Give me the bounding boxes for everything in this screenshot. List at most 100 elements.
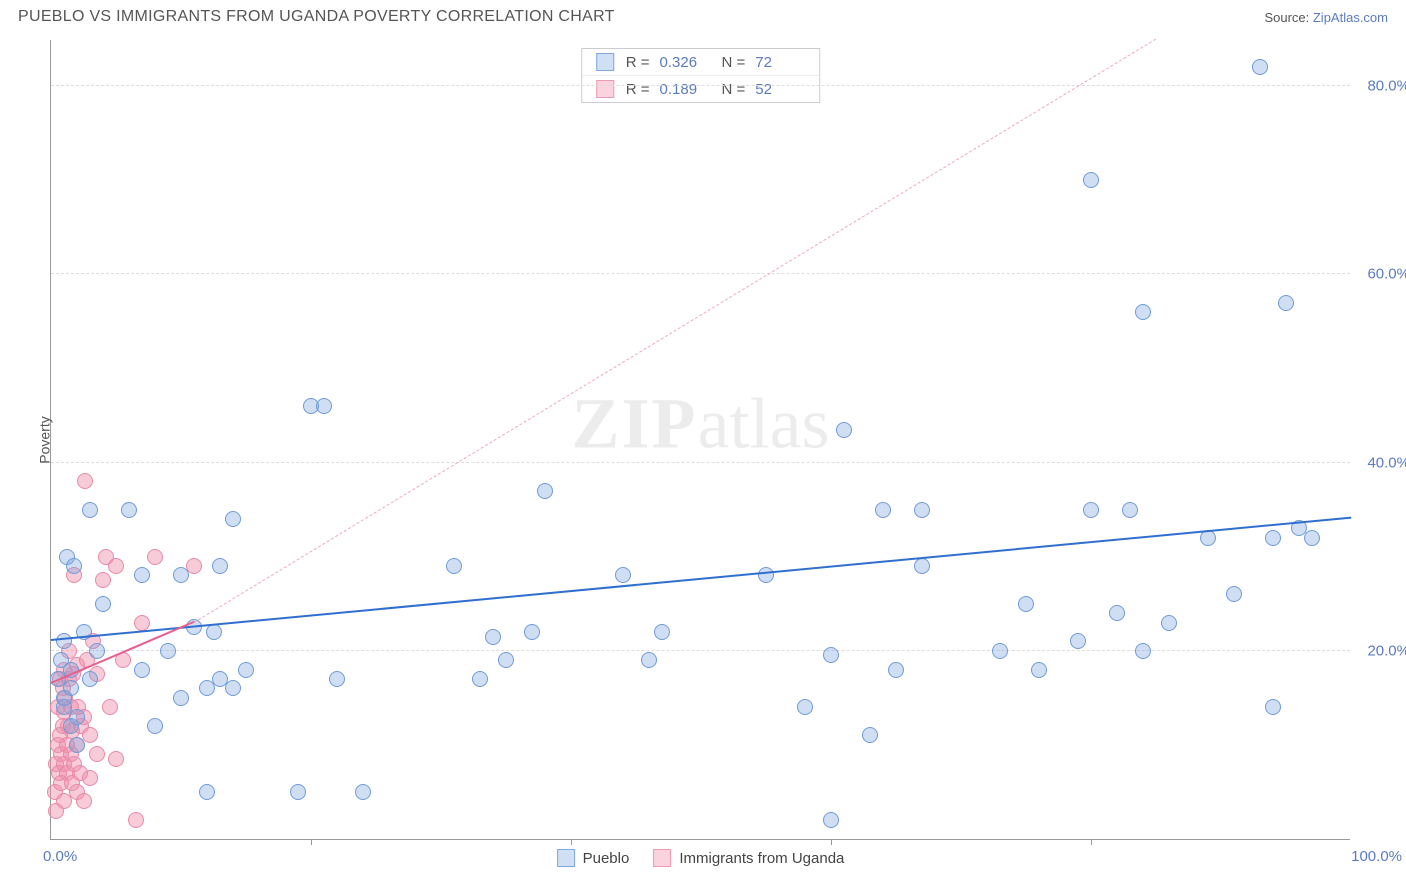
- data-point-pueblo: [134, 662, 150, 678]
- data-point-pueblo: [238, 662, 254, 678]
- data-point-uganda: [102, 699, 118, 715]
- n-value-pueblo: 72: [755, 54, 805, 71]
- data-point-pueblo: [654, 624, 670, 640]
- data-point-pueblo: [1252, 59, 1268, 75]
- n-label: N =: [722, 81, 746, 98]
- n-label: N =: [722, 54, 746, 71]
- source-link[interactable]: ZipAtlas.com: [1313, 10, 1388, 25]
- data-point-pueblo: [121, 502, 137, 518]
- legend-swatch-pueblo: [557, 849, 575, 867]
- data-point-pueblo: [537, 483, 553, 499]
- data-point-pueblo: [875, 502, 891, 518]
- swatch-pueblo: [596, 53, 614, 71]
- data-point-pueblo: [355, 784, 371, 800]
- data-point-pueblo: [69, 737, 85, 753]
- data-point-uganda: [89, 746, 105, 762]
- data-point-pueblo: [134, 567, 150, 583]
- data-point-pueblo: [862, 727, 878, 743]
- data-point-pueblo: [615, 567, 631, 583]
- data-point-pueblo: [56, 633, 72, 649]
- data-point-pueblo: [63, 680, 79, 696]
- watermark-atlas: atlas: [698, 383, 830, 463]
- data-point-pueblo: [1070, 633, 1086, 649]
- data-point-pueblo: [173, 567, 189, 583]
- r-label: R =: [626, 54, 650, 71]
- legend-label-pueblo: Pueblo: [583, 850, 630, 867]
- data-point-pueblo: [225, 511, 241, 527]
- source-prefix: Source:: [1264, 10, 1312, 25]
- data-point-uganda: [108, 751, 124, 767]
- legend-label-uganda: Immigrants from Uganda: [679, 850, 844, 867]
- data-point-uganda: [95, 572, 111, 588]
- source-attribution: Source: ZipAtlas.com: [1264, 10, 1388, 25]
- legend-item-pueblo: Pueblo: [557, 849, 630, 867]
- y-tick-label: 60.0%: [1367, 266, 1406, 283]
- x-tick: [831, 839, 832, 845]
- data-point-pueblo: [329, 671, 345, 687]
- gridline: [51, 85, 1350, 86]
- watermark: ZIPatlas: [572, 382, 830, 465]
- data-point-pueblo: [485, 629, 501, 645]
- scatter-plot: ZIPatlas Poverty 0.0% 100.0% R = 0.326 N…: [50, 40, 1350, 840]
- data-point-pueblo: [316, 398, 332, 414]
- data-point-pueblo: [160, 643, 176, 659]
- r-value-uganda: 0.189: [660, 81, 710, 98]
- watermark-zip: ZIP: [572, 383, 698, 463]
- r-label: R =: [626, 81, 650, 98]
- stats-row-pueblo: R = 0.326 N = 72: [582, 49, 820, 75]
- data-point-pueblo: [290, 784, 306, 800]
- data-point-uganda: [82, 770, 98, 786]
- data-point-pueblo: [1135, 304, 1151, 320]
- data-point-pueblo: [797, 699, 813, 715]
- data-point-pueblo: [66, 558, 82, 574]
- data-point-uganda: [128, 812, 144, 828]
- gridline: [51, 650, 1350, 651]
- data-point-pueblo: [199, 784, 215, 800]
- stats-legend: R = 0.326 N = 72 R = 0.189 N = 52: [581, 48, 821, 103]
- data-point-pueblo: [206, 624, 222, 640]
- data-point-pueblo: [1109, 605, 1125, 621]
- legend-item-uganda: Immigrants from Uganda: [653, 849, 844, 867]
- r-value-pueblo: 0.326: [660, 54, 710, 71]
- x-tick: [571, 839, 572, 845]
- trendline-pueblo: [51, 517, 1351, 641]
- data-point-pueblo: [147, 718, 163, 734]
- data-point-pueblo: [1031, 662, 1047, 678]
- y-tick-label: 40.0%: [1367, 454, 1406, 471]
- data-point-pueblo: [1304, 530, 1320, 546]
- data-point-pueblo: [1122, 502, 1138, 518]
- n-value-uganda: 52: [755, 81, 805, 98]
- legend-swatch-uganda: [653, 849, 671, 867]
- data-point-pueblo: [992, 643, 1008, 659]
- trendline-uganda-extrapolated: [194, 38, 1157, 622]
- stats-row-uganda: R = 0.189 N = 52: [582, 75, 820, 102]
- x-tick: [311, 839, 312, 845]
- data-point-pueblo: [1083, 172, 1099, 188]
- data-point-pueblo: [498, 652, 514, 668]
- x-origin-label: 0.0%: [43, 848, 77, 865]
- data-point-pueblo: [1135, 643, 1151, 659]
- data-point-pueblo: [1265, 530, 1281, 546]
- data-point-pueblo: [69, 709, 85, 725]
- gridline: [51, 273, 1350, 274]
- data-point-uganda: [76, 793, 92, 809]
- gridline: [51, 462, 1350, 463]
- data-point-pueblo: [823, 647, 839, 663]
- x-max-label: 100.0%: [1351, 848, 1402, 865]
- data-point-pueblo: [95, 596, 111, 612]
- data-point-pueblo: [173, 690, 189, 706]
- data-point-pueblo: [225, 680, 241, 696]
- data-point-pueblo: [1278, 295, 1294, 311]
- data-point-uganda: [134, 615, 150, 631]
- data-point-pueblo: [1161, 615, 1177, 631]
- data-point-pueblo: [472, 671, 488, 687]
- chart-title: PUEBLO VS IMMIGRANTS FROM UGANDA POVERTY…: [18, 8, 615, 26]
- x-tick: [1091, 839, 1092, 845]
- y-tick-label: 80.0%: [1367, 78, 1406, 95]
- data-point-pueblo: [446, 558, 462, 574]
- data-point-pueblo: [82, 671, 98, 687]
- data-point-pueblo: [641, 652, 657, 668]
- data-point-pueblo: [823, 812, 839, 828]
- series-legend: Pueblo Immigrants from Uganda: [557, 849, 845, 867]
- y-axis-label: Poverty: [37, 416, 53, 463]
